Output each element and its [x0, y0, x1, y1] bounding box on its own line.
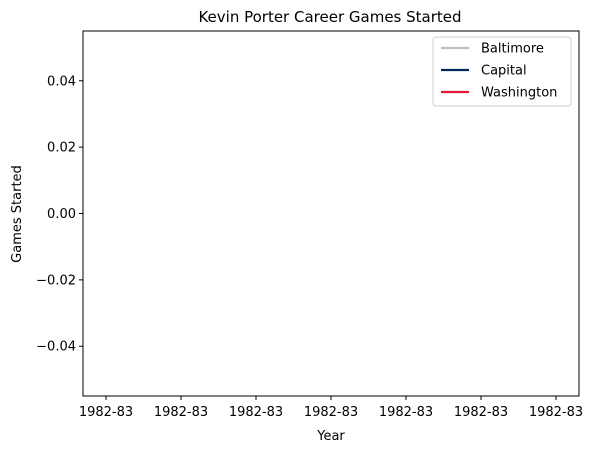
x-tick-label: 1982-83 — [529, 405, 583, 420]
x-tick-label: 1982-83 — [229, 405, 283, 420]
legend-frame — [432, 36, 572, 107]
x-tick-label: 1982-83 — [79, 405, 133, 420]
y-tick-label: −0.04 — [36, 340, 76, 355]
legend-label: Washington — [481, 86, 557, 101]
y-tick-label: 0.04 — [47, 74, 76, 89]
x-tick-label: 1982-83 — [379, 405, 433, 420]
x-tick-label: 1982-83 — [454, 405, 508, 420]
y-tick-label: 0.02 — [47, 141, 76, 156]
y-axis-label: Games Started — [10, 165, 25, 263]
x-tick-label: 1982-83 — [304, 405, 358, 420]
legend-label: Baltimore — [481, 42, 544, 57]
y-axis-ticks: −0.04 −0.02 0.00 0.02 0.04 — [36, 74, 83, 355]
y-tick-label: −0.02 — [36, 273, 76, 288]
chart-title: Kevin Porter Career Games Started — [198, 8, 461, 26]
x-axis-ticks: 1982-83 1982-83 1982-83 1982-83 1982-83 1982-… — [79, 396, 583, 420]
y-tick-label: 0.00 — [47, 207, 76, 222]
legend: Baltimore Capital Washington — [432, 36, 572, 107]
x-axis-label: Year — [316, 429, 345, 444]
plot-area-frame — [82, 30, 580, 397]
legend-label: Capital — [481, 64, 527, 79]
x-tick-label: 1982-83 — [154, 405, 208, 420]
